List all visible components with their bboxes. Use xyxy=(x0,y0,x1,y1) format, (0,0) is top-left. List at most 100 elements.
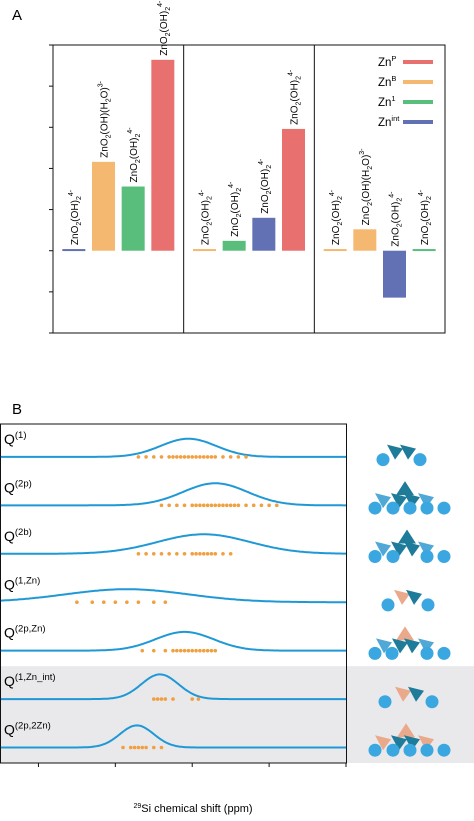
oxygen-ball xyxy=(368,646,382,660)
oxygen-ball xyxy=(378,695,392,709)
tetrahedron xyxy=(418,735,434,751)
bar xyxy=(92,161,115,251)
ridge-row: Q(2b) xyxy=(0,527,346,556)
structure-motif-icon xyxy=(368,626,451,660)
sample-point xyxy=(194,648,198,653)
sample-point xyxy=(209,648,214,653)
bar-formula-label: ZnO2(OH)24- xyxy=(288,69,303,125)
sample-point xyxy=(205,648,210,653)
sample-point xyxy=(236,503,241,508)
sample-point xyxy=(113,600,118,605)
tetrahedron xyxy=(418,638,434,654)
sample-point xyxy=(201,503,206,508)
sample-point xyxy=(213,455,218,459)
tetrahedron xyxy=(404,541,420,557)
oxygen-ball xyxy=(385,646,399,660)
sample-point xyxy=(151,745,156,750)
sample-point xyxy=(213,648,218,653)
sample-point xyxy=(244,455,248,459)
tetrahedron xyxy=(375,735,391,751)
sample-point xyxy=(251,503,256,508)
row-label: Q(2b) xyxy=(4,527,32,544)
tetrahedron xyxy=(404,493,420,509)
sample-point xyxy=(232,503,237,508)
sample-point xyxy=(182,648,187,653)
sample-point xyxy=(201,551,206,556)
oxygen-ball xyxy=(437,743,451,757)
bar xyxy=(383,250,406,298)
sample-point xyxy=(228,551,233,556)
sample-point xyxy=(136,455,141,459)
tetrahedron xyxy=(400,444,416,460)
sample-point xyxy=(167,455,171,459)
structure-motif-icon xyxy=(381,589,435,612)
row-label: Q(2p) xyxy=(4,478,32,495)
sample-point xyxy=(132,745,137,750)
sample-point xyxy=(228,503,233,508)
sample-point xyxy=(159,455,164,459)
sample-point xyxy=(198,503,202,508)
oxygen-ball xyxy=(368,501,382,515)
bar-formula-label: ZnO2(OH)24- xyxy=(157,0,172,56)
sample-point xyxy=(75,600,79,605)
x-axis-label: 29Si chemical shift (ppm) xyxy=(133,803,252,815)
legend-label: Zn1 xyxy=(378,94,396,109)
sample-point xyxy=(144,745,148,750)
sample-point xyxy=(244,503,248,508)
tetrahedron xyxy=(418,541,434,557)
tetrahedron xyxy=(404,735,420,751)
bridging-tetrahedron xyxy=(398,529,416,544)
sample-point xyxy=(155,697,160,701)
bridging-tetrahedron xyxy=(396,481,414,496)
sample-point xyxy=(205,551,210,556)
sample-point xyxy=(198,648,202,653)
sample-point xyxy=(182,455,187,459)
sample-point xyxy=(205,455,210,459)
sample-point xyxy=(209,455,214,459)
sample-point xyxy=(171,648,175,653)
bar xyxy=(282,128,305,251)
bar-formula-label: ZnO2(OH)24- xyxy=(329,189,344,245)
tetrahedron xyxy=(375,493,391,509)
sample-point xyxy=(213,551,218,556)
sample-point xyxy=(194,503,198,508)
sample-point xyxy=(196,697,201,701)
bar-formula-label: ZnO2(OH)24- xyxy=(258,158,273,214)
structure-motif-icon xyxy=(376,444,427,467)
oxygen-ball xyxy=(403,501,417,515)
tetrahedron xyxy=(395,686,411,702)
sample-point xyxy=(178,455,183,459)
sample-point xyxy=(190,697,195,701)
oxygen-ball xyxy=(386,549,400,563)
bar xyxy=(193,249,216,252)
plot-frame xyxy=(0,423,347,764)
sample-point xyxy=(225,503,229,508)
legend-label: ZnP xyxy=(378,54,396,69)
sample-point xyxy=(190,455,195,459)
sample-point xyxy=(201,455,206,459)
bridging-tetrahedron xyxy=(396,626,414,641)
bar xyxy=(121,186,145,251)
ridge-row: Q(1,Zn_int) xyxy=(0,666,474,715)
bar xyxy=(353,229,377,251)
sample-point xyxy=(190,648,195,653)
bar-formula-label: ZnO2(OH)(H2O)3- xyxy=(359,148,374,225)
row-label: Q(2p,Zn) xyxy=(4,624,46,641)
oxygen-ball xyxy=(420,501,434,515)
oxygen-ball xyxy=(437,501,451,515)
row-shading xyxy=(0,666,474,715)
plot-frame xyxy=(52,44,446,334)
sample-point xyxy=(213,503,218,508)
sample-point xyxy=(136,745,141,750)
sample-point xyxy=(102,600,106,605)
bar xyxy=(62,249,86,252)
ridge-row: Q(2p,Zn) xyxy=(0,624,346,653)
structure-motif-icon xyxy=(378,686,439,709)
bar-formula-label: ZnO2(OH)(H2O)3- xyxy=(98,80,113,157)
oxygen-ball xyxy=(386,501,400,515)
bridging-tetrahedron xyxy=(397,723,415,738)
sample-point xyxy=(171,455,175,459)
sample-point xyxy=(121,745,125,750)
row-label: Q(1,Zn_int) xyxy=(4,672,56,689)
distribution-curve xyxy=(0,630,346,652)
